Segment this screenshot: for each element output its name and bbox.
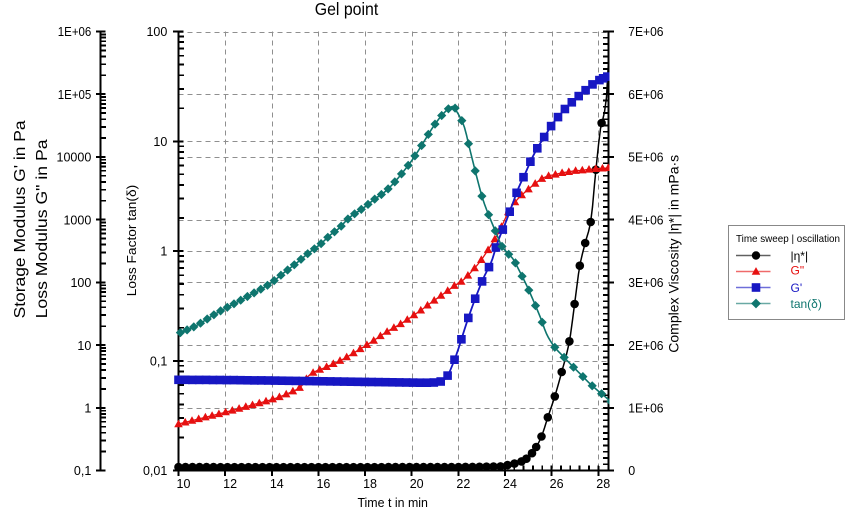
svg-text:7E+06: 7E+06 bbox=[628, 25, 663, 39]
svg-text:G': G' bbox=[791, 281, 803, 295]
svg-text:16: 16 bbox=[316, 477, 330, 491]
svg-text:100: 100 bbox=[146, 25, 167, 39]
svg-text:20: 20 bbox=[410, 477, 424, 491]
svg-text:Gel point: Gel point bbox=[315, 0, 379, 19]
svg-text:10: 10 bbox=[153, 135, 167, 149]
svg-text:1E+05: 1E+05 bbox=[58, 88, 92, 102]
svg-text:10: 10 bbox=[177, 477, 191, 491]
svg-text:1000: 1000 bbox=[63, 213, 91, 227]
svg-text:12: 12 bbox=[223, 477, 237, 491]
svg-text:10: 10 bbox=[77, 339, 91, 353]
svg-text:18: 18 bbox=[363, 477, 377, 491]
svg-text:0,1: 0,1 bbox=[74, 464, 91, 478]
svg-text:28: 28 bbox=[596, 477, 610, 491]
svg-text:100: 100 bbox=[70, 276, 91, 290]
svg-text:26: 26 bbox=[550, 477, 564, 491]
svg-text:1E+06: 1E+06 bbox=[628, 401, 663, 415]
svg-text:5E+06: 5E+06 bbox=[628, 151, 663, 165]
svg-text:1E+06: 1E+06 bbox=[58, 25, 92, 39]
svg-text:0,1: 0,1 bbox=[150, 354, 167, 368]
svg-text:6E+06: 6E+06 bbox=[628, 88, 663, 102]
svg-text:0: 0 bbox=[628, 464, 635, 478]
svg-text:Time sweep | oscillation: Time sweep | oscillation bbox=[736, 233, 840, 245]
svg-text:1: 1 bbox=[84, 401, 91, 415]
svg-text:tan(δ): tan(δ) bbox=[791, 297, 822, 311]
svg-text:Loss Modulus G" in Pa: Loss Modulus G" in Pa bbox=[34, 139, 51, 318]
svg-text:|η*|: |η*| bbox=[791, 249, 809, 263]
svg-text:Storage Modulus G' in Pa: Storage Modulus G' in Pa bbox=[12, 120, 29, 318]
svg-text:10000: 10000 bbox=[57, 151, 92, 165]
svg-text:1: 1 bbox=[160, 245, 167, 259]
svg-text:3E+06: 3E+06 bbox=[628, 276, 663, 290]
svg-text:24: 24 bbox=[503, 477, 517, 491]
svg-text:22: 22 bbox=[456, 477, 470, 491]
svg-text:0,01: 0,01 bbox=[143, 464, 167, 478]
svg-text:14: 14 bbox=[270, 477, 284, 491]
svg-text:Loss Factor tan(δ): Loss Factor tan(δ) bbox=[124, 185, 139, 297]
svg-text:Complex Viscosity |η*| in mPa·: Complex Viscosity |η*| in mPa·s bbox=[667, 155, 682, 353]
svg-text:Time t in min: Time t in min bbox=[357, 496, 428, 510]
svg-text:G": G" bbox=[791, 263, 805, 277]
svg-text:2E+06: 2E+06 bbox=[628, 339, 663, 353]
svg-text:4E+06: 4E+06 bbox=[628, 213, 663, 227]
